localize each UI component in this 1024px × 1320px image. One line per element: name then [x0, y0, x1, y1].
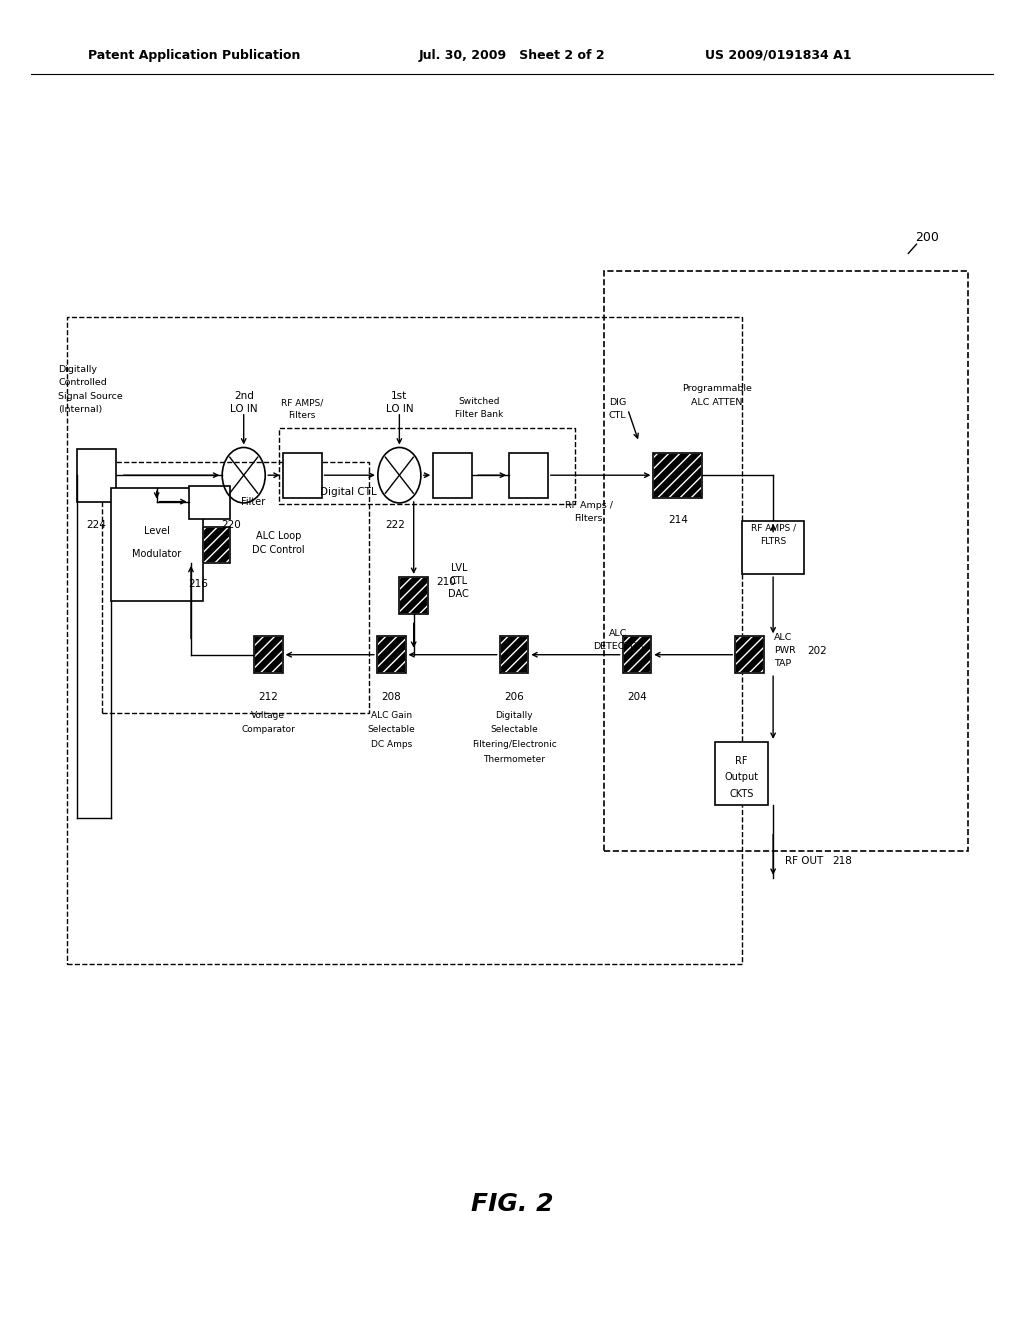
- Bar: [653, 453, 702, 498]
- Text: 216: 216: [188, 579, 209, 589]
- Bar: [203, 528, 230, 562]
- Text: LO IN: LO IN: [386, 404, 413, 414]
- Text: CTL: CTL: [608, 412, 627, 420]
- Text: ALC Loop: ALC Loop: [256, 531, 301, 541]
- Bar: [189, 486, 230, 519]
- Text: Controlled: Controlled: [58, 379, 108, 387]
- Bar: [399, 577, 428, 614]
- Text: Filtering/Electronic: Filtering/Electronic: [472, 741, 556, 748]
- Text: Level: Level: [143, 527, 170, 536]
- Text: DETECTOR: DETECTOR: [593, 643, 644, 651]
- Text: ALC Gain: ALC Gain: [371, 711, 412, 719]
- Text: 210: 210: [436, 577, 456, 587]
- Text: Output: Output: [724, 772, 759, 781]
- Bar: [283, 453, 322, 498]
- Text: US 2009/0191834 A1: US 2009/0191834 A1: [705, 49, 852, 62]
- Text: 224: 224: [86, 520, 106, 531]
- Bar: [715, 742, 768, 805]
- Text: PWR: PWR: [774, 647, 796, 655]
- Text: ALC ATTEN: ALC ATTEN: [691, 399, 742, 407]
- Text: 206: 206: [504, 692, 524, 702]
- Text: Digital CTL: Digital CTL: [319, 487, 377, 498]
- Text: Modulator: Modulator: [132, 549, 181, 558]
- Text: Filters: Filters: [289, 412, 315, 420]
- Text: 222: 222: [385, 520, 406, 531]
- Text: Selectable: Selectable: [490, 726, 538, 734]
- Bar: [254, 636, 283, 673]
- Bar: [604, 271, 968, 851]
- Text: Voltage: Voltage: [251, 711, 286, 719]
- Text: DC Control: DC Control: [252, 545, 305, 556]
- Text: Digitally: Digitally: [496, 711, 532, 719]
- Text: RF AMPS/: RF AMPS/: [281, 399, 324, 407]
- Text: Switched: Switched: [459, 397, 500, 405]
- Text: 218: 218: [833, 855, 852, 866]
- Bar: [500, 636, 528, 673]
- Bar: [102, 462, 369, 713]
- Text: 204: 204: [627, 692, 647, 702]
- Text: 200: 200: [914, 231, 939, 244]
- Bar: [653, 453, 702, 498]
- Text: Selectable: Selectable: [368, 726, 415, 734]
- Bar: [735, 636, 764, 673]
- Bar: [433, 453, 472, 498]
- Text: Digitally: Digitally: [58, 366, 97, 374]
- Text: LVL: LVL: [451, 562, 467, 573]
- Text: Programmable: Programmable: [682, 384, 752, 392]
- Text: 2nd: 2nd: [233, 391, 254, 401]
- Bar: [254, 636, 283, 673]
- Bar: [111, 488, 203, 601]
- Text: Thermometer: Thermometer: [483, 755, 545, 763]
- Text: Filters: Filters: [574, 515, 603, 523]
- Bar: [377, 636, 406, 673]
- Text: DAC: DAC: [449, 589, 469, 599]
- Text: (Internal): (Internal): [58, 405, 102, 413]
- Text: Comparator: Comparator: [242, 726, 295, 734]
- Text: DIG: DIG: [609, 399, 626, 407]
- Text: LO IN: LO IN: [230, 404, 257, 414]
- Text: FIG. 2: FIG. 2: [471, 1192, 553, 1216]
- Text: 202: 202: [807, 645, 826, 656]
- Bar: [623, 636, 651, 673]
- Text: Signal Source: Signal Source: [58, 392, 123, 400]
- Text: DC Amps: DC Amps: [371, 741, 412, 748]
- Text: RF: RF: [735, 756, 748, 766]
- Bar: [742, 521, 804, 574]
- Bar: [77, 449, 116, 502]
- Text: ALC: ALC: [774, 634, 793, 642]
- Text: Jul. 30, 2009   Sheet 2 of 2: Jul. 30, 2009 Sheet 2 of 2: [419, 49, 605, 62]
- Text: 1st: 1st: [391, 391, 408, 401]
- Bar: [377, 636, 406, 673]
- Text: CKTS: CKTS: [729, 789, 754, 799]
- Text: 208: 208: [381, 692, 401, 702]
- Text: Patent Application Publication: Patent Application Publication: [88, 49, 301, 62]
- Bar: [203, 528, 230, 562]
- Text: Filter Bank: Filter Bank: [455, 411, 504, 418]
- Text: TAP: TAP: [774, 660, 792, 668]
- Text: RF OUT: RF OUT: [785, 855, 823, 866]
- Text: Filter: Filter: [241, 496, 265, 507]
- Bar: [67, 317, 742, 964]
- Bar: [279, 428, 575, 504]
- Text: CTL: CTL: [450, 576, 468, 586]
- Text: 220: 220: [221, 520, 242, 531]
- Bar: [509, 453, 548, 498]
- Bar: [735, 636, 764, 673]
- Text: 212: 212: [258, 692, 279, 702]
- Bar: [500, 636, 528, 673]
- Text: FLTRS: FLTRS: [760, 537, 786, 545]
- Text: RF AMPS /: RF AMPS /: [751, 524, 796, 532]
- Bar: [399, 577, 428, 614]
- Text: ALC: ALC: [609, 630, 628, 638]
- Bar: [623, 636, 651, 673]
- Text: 214: 214: [668, 515, 688, 525]
- Text: RF Amps /: RF Amps /: [565, 502, 612, 510]
